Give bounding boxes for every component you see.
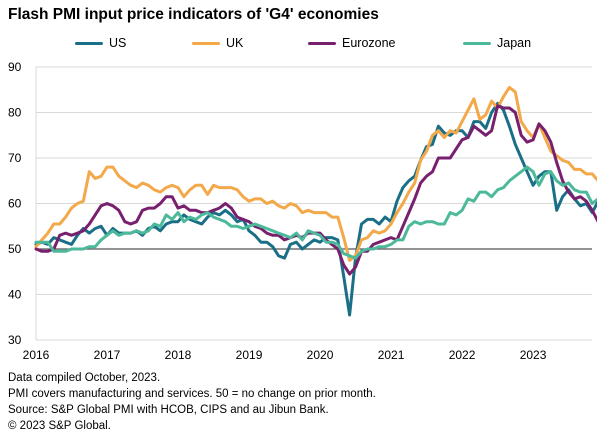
legend-item-eurozone: Eurozone: [308, 36, 396, 50]
series-lines: [34, 86, 597, 317]
legend-swatch-us: [75, 41, 103, 45]
legend-item-uk: UK: [192, 36, 243, 50]
y-axis-ticks: 30 40 50 60 70 80 90: [8, 60, 22, 347]
x-axis-ticks: 2016 2017 2018 2019 2020 2021 2022 2023: [23, 348, 547, 362]
legend: US UK Eurozone Japan: [0, 36, 597, 54]
y-tick-label-90: 90: [8, 60, 22, 74]
x-tick-label-2018: 2018: [165, 348, 192, 362]
legend-label-japan: Japan: [497, 36, 532, 50]
y-tick-label-80: 80: [8, 106, 22, 120]
y-tick-label-30: 30: [8, 333, 22, 347]
x-tick-label-2023: 2023: [520, 348, 547, 362]
note-data-compiled: Data compiled October, 2023.: [8, 372, 161, 384]
legend-label-us: US: [109, 36, 127, 50]
legend-swatch-japan: [463, 41, 491, 45]
series-line-uk: [34, 86, 597, 262]
note-source: Source: S&P Global PMI with HCOB, CIPS a…: [8, 404, 329, 416]
legend-label-eurozone: Eurozone: [342, 36, 396, 50]
legend-swatch-uk: [192, 41, 220, 45]
y-tick-label-40: 40: [8, 288, 22, 302]
note-pmi-coverage: PMI covers manufacturing and services. 5…: [8, 388, 376, 400]
y-tick-label-60: 60: [8, 197, 22, 211]
series-line-japan: [34, 165, 597, 260]
x-tick-label-2019: 2019: [236, 348, 263, 362]
note-copyright: © 2023 S&P Global.: [8, 420, 111, 432]
x-tick-label-2021: 2021: [378, 348, 405, 362]
gridlines: [35, 66, 592, 341]
x-tick-label-2017: 2017: [94, 348, 121, 362]
legend-label-uk: UK: [226, 36, 244, 50]
y-tick-label-70: 70: [8, 151, 22, 165]
chart-title: Flash PMI input price indicators of 'G4'…: [8, 6, 379, 23]
x-tick-label-2022: 2022: [449, 348, 476, 362]
legend-item-japan: Japan: [463, 36, 531, 50]
x-tick-label-2016: 2016: [23, 348, 50, 362]
legend-item-us: US: [75, 36, 126, 50]
footnotes: Data compiled October, 2023. PMI covers …: [8, 370, 376, 434]
legend-swatch-eurozone: [308, 41, 336, 45]
series-line-us: [34, 101, 597, 317]
x-tick-label-2020: 2020: [307, 348, 334, 362]
y-tick-label-50: 50: [8, 242, 22, 256]
series-line-eurozone: [34, 104, 597, 276]
